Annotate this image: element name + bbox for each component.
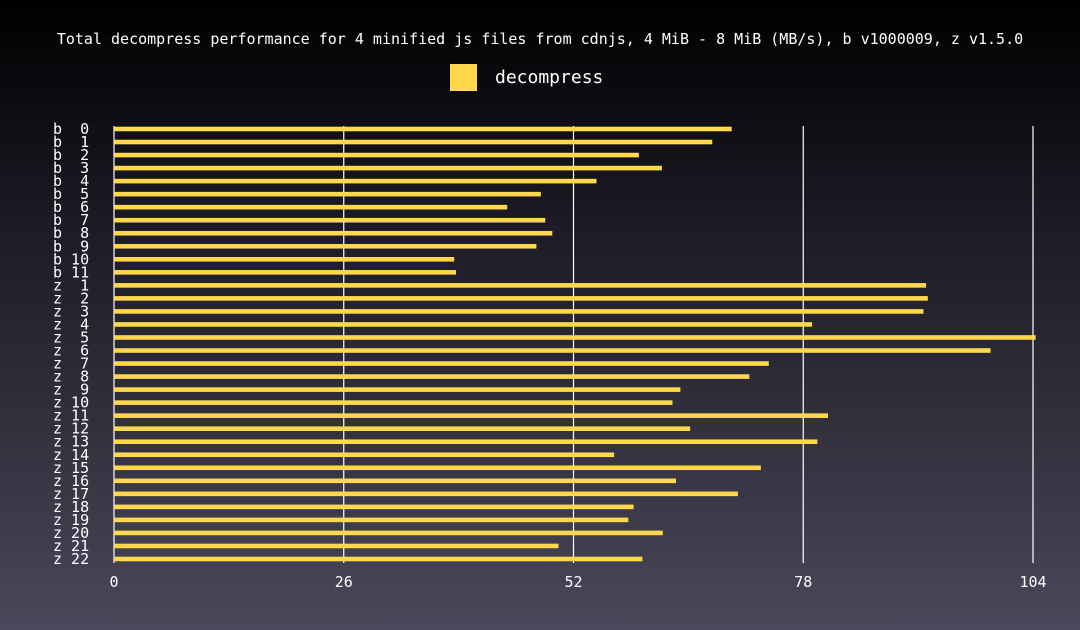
category-label: b 2 bbox=[53, 146, 89, 164]
category-label: z 11 bbox=[53, 407, 89, 425]
category-label: b 0 bbox=[53, 120, 89, 138]
bar bbox=[114, 217, 546, 223]
bar bbox=[114, 309, 924, 314]
bar bbox=[114, 491, 738, 497]
bar bbox=[114, 152, 639, 158]
x-tick-label: 0 bbox=[109, 573, 118, 591]
bars bbox=[114, 126, 1036, 562]
category-label: z 9 bbox=[53, 381, 89, 399]
bar bbox=[114, 361, 769, 366]
category-label: z 19 bbox=[53, 511, 89, 529]
category-label: b 8 bbox=[53, 224, 89, 242]
category-label: z 17 bbox=[53, 485, 89, 503]
bar bbox=[114, 387, 681, 392]
legend: decompress bbox=[450, 64, 603, 91]
category-label: z 14 bbox=[53, 446, 89, 464]
bar bbox=[114, 504, 634, 510]
bar bbox=[114, 335, 1036, 340]
bar bbox=[114, 400, 673, 405]
bar bbox=[114, 543, 559, 549]
bar bbox=[114, 230, 553, 236]
category-label: z 3 bbox=[53, 302, 89, 320]
bar bbox=[114, 556, 643, 562]
legend-swatch bbox=[450, 64, 477, 91]
gridlines bbox=[113, 126, 1034, 563]
bar bbox=[114, 165, 662, 171]
bar bbox=[114, 374, 750, 379]
category-label: z 5 bbox=[53, 328, 89, 346]
category-labels: b 0b 1b 2b 3b 4b 5b 6b 7b 8b 9b 10b 11z … bbox=[53, 120, 89, 568]
category-label: z 7 bbox=[53, 355, 89, 373]
bar bbox=[114, 243, 537, 249]
category-label: b 7 bbox=[53, 211, 89, 229]
bar bbox=[114, 178, 597, 184]
category-label: b 9 bbox=[53, 237, 89, 255]
category-label: z 20 bbox=[53, 524, 89, 542]
category-label: z 6 bbox=[53, 342, 89, 360]
bar bbox=[114, 478, 677, 484]
category-label: z 2 bbox=[53, 289, 89, 307]
bar bbox=[114, 322, 813, 327]
x-tick-label: 78 bbox=[794, 573, 812, 591]
category-label: b 5 bbox=[53, 185, 89, 203]
bar bbox=[114, 452, 615, 458]
x-tick-labels: 0 26 52 78 104 bbox=[109, 573, 1046, 591]
x-tick-label: 26 bbox=[335, 573, 353, 591]
category-label: b 1 bbox=[53, 133, 89, 151]
category-label: z 16 bbox=[53, 472, 89, 490]
bar bbox=[114, 270, 456, 275]
category-label: z 8 bbox=[53, 368, 89, 386]
x-tick-label: 104 bbox=[1019, 573, 1046, 591]
category-label: z 18 bbox=[53, 498, 89, 516]
bar bbox=[114, 139, 713, 145]
category-label: z 22 bbox=[53, 550, 89, 568]
x-tick-label: 52 bbox=[564, 573, 582, 591]
bar bbox=[114, 517, 629, 523]
bar bbox=[114, 530, 663, 536]
bar bbox=[114, 191, 541, 197]
category-label: z 1 bbox=[53, 276, 89, 294]
category-label: b 6 bbox=[53, 198, 89, 216]
bar bbox=[114, 426, 691, 431]
bar bbox=[114, 283, 927, 288]
category-label: z 21 bbox=[53, 537, 89, 555]
category-label: b 4 bbox=[53, 172, 89, 190]
bar bbox=[114, 465, 761, 471]
category-label: b 3 bbox=[53, 159, 89, 177]
bar bbox=[114, 296, 928, 301]
category-label: z 10 bbox=[53, 394, 89, 412]
category-label: z 12 bbox=[53, 420, 89, 438]
category-label: z 15 bbox=[53, 459, 89, 477]
bar bbox=[114, 413, 828, 418]
category-label: b 11 bbox=[53, 263, 89, 281]
legend-label: decompress bbox=[495, 67, 603, 88]
bar bbox=[114, 126, 732, 132]
category-label: z 4 bbox=[53, 315, 89, 333]
bar bbox=[114, 257, 455, 262]
bar bbox=[114, 204, 508, 210]
bar bbox=[114, 348, 991, 353]
category-label: b 10 bbox=[53, 250, 89, 268]
category-label: z 13 bbox=[53, 433, 89, 451]
chart-title: Total decompress performance for 4 minif… bbox=[57, 30, 1023, 48]
bar bbox=[114, 439, 818, 445]
